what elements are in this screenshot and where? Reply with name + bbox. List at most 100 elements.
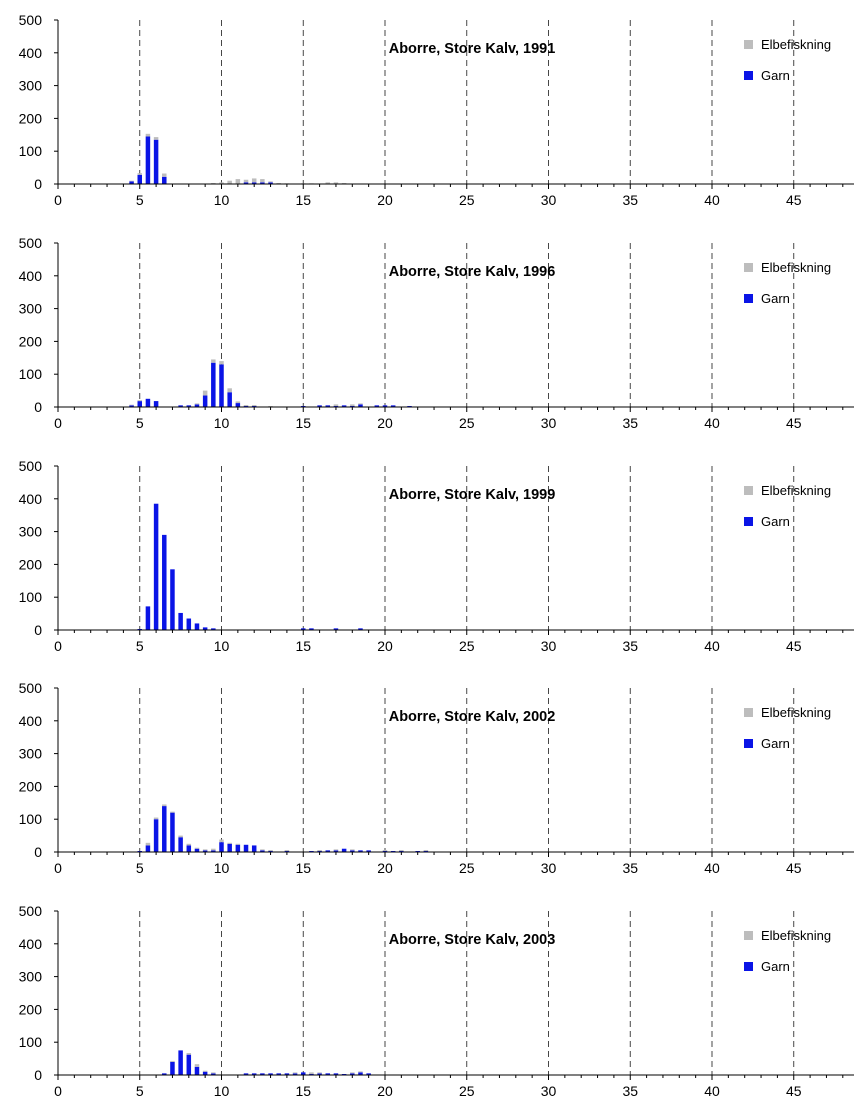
y-tick-label: 100 (19, 1034, 43, 1050)
x-tick-label: 25 (459, 415, 475, 431)
bar-garn (202, 1071, 208, 1075)
x-tick-label: 45 (786, 638, 802, 654)
bar-garn (268, 1073, 273, 1075)
bar-garn (374, 405, 380, 407)
bar-elbefiskning (227, 180, 232, 184)
y-tick-label: 200 (19, 556, 43, 572)
bar-elbefiskning (194, 847, 200, 849)
bar-garn (333, 850, 339, 852)
y-tick-label: 0 (34, 1067, 42, 1083)
chart-panel-2: 0 100 200 300 400 500 0 5 10 15 20 25 30 35 40 45 Aborre… (19, 458, 854, 654)
bar-garn (358, 1072, 363, 1075)
x-tick-label: 40 (704, 1083, 720, 1099)
legend-label-elbefiskning: Elbefiskning (761, 260, 831, 275)
bar-elbefiskning (251, 405, 257, 407)
legend-label-elbefiskning: Elbefiskning (761, 37, 831, 52)
x-tick-label: 35 (622, 192, 638, 208)
bar-garn (284, 1073, 290, 1075)
x-tick-label: 40 (704, 192, 720, 208)
y-tick-label: 300 (19, 78, 43, 94)
bar-elbefiskning (137, 173, 142, 175)
bar-elbefiskning (251, 178, 257, 183)
bar-garn (162, 176, 167, 184)
bar-elbefiskning (227, 842, 232, 844)
legend-label-garn: Garn (761, 514, 790, 529)
bar-elbefiskning (382, 850, 388, 852)
bar-garn (350, 1073, 355, 1075)
bar-garn (243, 844, 249, 852)
bar-elbefiskning (243, 405, 249, 407)
x-tick-label: 20 (377, 415, 393, 431)
bar-garn (170, 1061, 175, 1075)
x-tick-label: 25 (459, 860, 475, 876)
bar-garn (390, 405, 396, 407)
bar-elbefiskning (129, 180, 134, 182)
bar-elbefiskning (202, 390, 208, 396)
bar-garn (153, 401, 159, 407)
bar-garn (145, 398, 151, 407)
bar-garn (162, 1073, 167, 1075)
bar-garn (137, 174, 142, 184)
bar-elbefiskning (145, 133, 151, 137)
bar-garn (260, 182, 265, 184)
y-tick-label: 300 (19, 524, 43, 540)
legend: Elbefiskning Garn (744, 928, 831, 974)
bar-garn (145, 136, 151, 184)
bar-elbefiskning (227, 388, 232, 393)
x-tick-label: 15 (295, 1083, 311, 1099)
bar-garn (235, 844, 241, 852)
bar-garn (194, 1066, 200, 1075)
x-tick-label: 10 (214, 415, 230, 431)
x-tick-label: 40 (704, 638, 720, 654)
x-tick-label: 30 (541, 860, 557, 876)
bar-garn (251, 1073, 257, 1075)
bar-garn (178, 837, 183, 852)
bar-elbefiskning (162, 173, 167, 177)
chart-title: Aborre, Store Kalv, 2002 (389, 709, 556, 725)
bar-garn (325, 405, 331, 407)
bar-garn (317, 405, 322, 407)
bar-elbefiskning (350, 1072, 355, 1074)
x-tick-label: 45 (786, 192, 802, 208)
legend-swatch-garn (744, 962, 753, 971)
y-tick-label: 500 (19, 235, 43, 251)
y-tick-label: 200 (19, 1001, 43, 1017)
bar-garn (317, 1073, 322, 1075)
bar-elbefiskning (137, 400, 142, 402)
legend-swatch-elbefiskning (744, 263, 753, 272)
bar-garn (153, 819, 159, 852)
bar-garn (162, 534, 167, 630)
bar-elbefiskning (186, 843, 192, 846)
bar-elbefiskning (317, 850, 322, 852)
x-tick-label: 25 (459, 1083, 475, 1099)
bar-elbefiskning (399, 850, 404, 852)
bar-garn (251, 182, 257, 184)
bar-garn (341, 848, 347, 852)
x-tick-label: 25 (459, 638, 475, 654)
bar-garn (301, 1072, 306, 1075)
y-tick-label: 400 (19, 936, 43, 952)
bar-garn (178, 612, 183, 630)
y-tick-label: 500 (19, 458, 43, 474)
x-tick-label: 15 (295, 415, 311, 431)
bar-garn (227, 843, 232, 852)
bar-elbefiskning (268, 850, 273, 852)
x-tick-label: 10 (214, 860, 230, 876)
chart-title: Aborre, Store Kalv, 1991 (389, 41, 556, 57)
y-tick-label: 300 (19, 746, 43, 762)
bar-elbefiskning (194, 1064, 200, 1067)
x-tick-label: 15 (295, 638, 311, 654)
x-tick-label: 5 (136, 638, 144, 654)
bar-elbefiskning (211, 1072, 216, 1074)
bar-garn (129, 181, 134, 184)
bar-garn (333, 1073, 339, 1075)
bar-garn (137, 401, 142, 407)
y-tick-label: 500 (19, 12, 43, 28)
bar-elbefiskning (260, 179, 265, 183)
legend: Elbefiskning Garn (744, 260, 831, 306)
bar-elbefiskning (333, 849, 339, 851)
x-tick-label: 20 (377, 638, 393, 654)
bar-garn (186, 405, 192, 407)
bar-garn (194, 848, 200, 852)
x-tick-label: 5 (136, 415, 144, 431)
